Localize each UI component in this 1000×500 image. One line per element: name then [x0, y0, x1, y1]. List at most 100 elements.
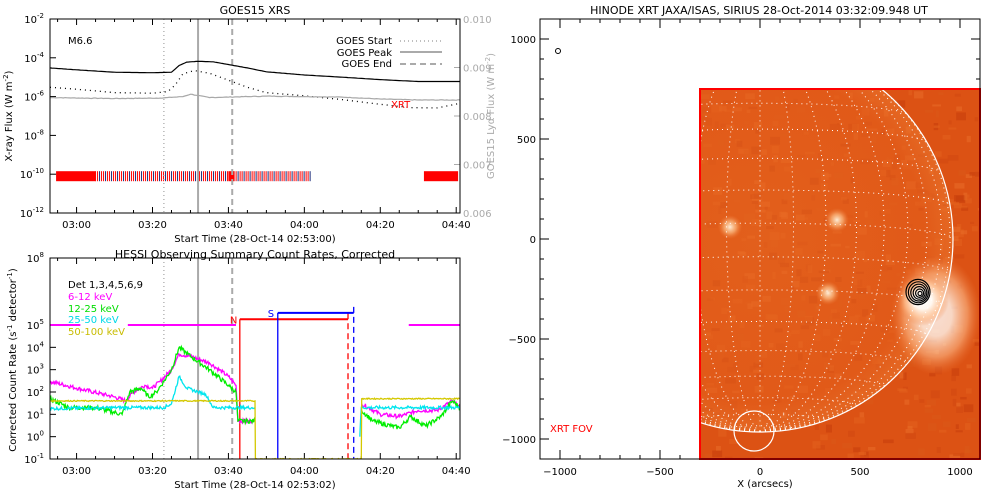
goes-plot: 10-2 10-4 10-6 10-8 10-10 10-12 0.010 0.009 0.00…: [20, 12, 492, 231]
legend-goes-end: GOES End: [342, 59, 392, 70]
xrt-image-pixel: [883, 439, 894, 444]
solar-limb: [700, 89, 954, 433]
hessi-x-tick-label: 03:00: [62, 466, 91, 477]
xrt-image-pixel: [963, 404, 974, 413]
xrt-image-pixel: [924, 109, 934, 113]
xrt-image-pixel: [848, 430, 855, 437]
goes-right-y-tick-label: 0.006: [463, 209, 492, 220]
goes-x-tick-label: 03:40: [214, 220, 243, 231]
xrt-image-pixel: [820, 434, 828, 441]
xrt-observation-bar: [423, 171, 459, 182]
goes-x-tick-label: 04:20: [366, 220, 395, 231]
xrt-image-pixel: [924, 404, 931, 408]
xrt-image-pixel: [954, 238, 963, 247]
xrt-image-pixel: [907, 421, 918, 428]
bright-region: [816, 281, 840, 305]
xrt-image-pixel: [831, 438, 836, 445]
goes-y-tick-label: 10-6: [24, 90, 44, 104]
xrt-fov-label: XRT FOV: [550, 424, 593, 435]
xrt-observation-bar: [228, 171, 235, 182]
goes-y-tick-label: 10-2: [24, 12, 44, 26]
hessi-data: [50, 258, 460, 459]
xrt-image-pixel: [951, 226, 961, 232]
xrt-image-pixel: [960, 396, 967, 400]
xrt-image-pixel: [974, 117, 979, 122]
hessi-y-tick-label: 104: [27, 340, 45, 354]
xrt-image-pixel: [927, 423, 937, 431]
hessi-y-tick-label: 108: [27, 251, 44, 265]
xrt-image-pixel: [913, 394, 919, 401]
xrt-image-pixel: [712, 450, 723, 458]
longitude-grid-line: [759, 89, 885, 432]
latitude-grid-line: [665, 65, 855, 72]
xrt-image-pixel: [955, 229, 964, 238]
hessi-legend: Det 1,3,4,5,6,9 6-12 keV 12-25 keV 25-50…: [68, 280, 143, 338]
xrt-y-tick-label: −500: [509, 335, 536, 346]
xrt-image-pixel: [899, 372, 905, 379]
hessi-x-tick-label: 03:20: [138, 466, 167, 477]
xrt-image-pixel: [951, 368, 960, 376]
hessi-contour: [914, 288, 925, 298]
xrt-image-pixel: [919, 399, 925, 403]
xrt-image-pixel: [908, 90, 913, 96]
xrt-image-pixel: [954, 93, 961, 97]
xrt-image-pixel: [938, 92, 944, 96]
position-marker: [555, 48, 561, 54]
latitude-grid-line: [730, 47, 789, 49]
hessi-plot: 108 105 104 103 102 101 100 10-1 03:00 03:20 03:40…: [24, 251, 470, 477]
xrt-x-tick-label: −1000: [543, 467, 577, 478]
bright-region: [718, 215, 742, 239]
xrt-image-pixel: [858, 451, 867, 456]
goes-y-tick-label: 10-8: [24, 128, 44, 142]
goes-legend: GOES Start GOES Peak GOES End: [336, 36, 442, 70]
xrt-image-pixel: [718, 428, 727, 437]
hessi-x-tick-label: 04:20: [366, 466, 395, 477]
xrt-image-pixel: [907, 426, 913, 430]
xrt-image-pixel: [958, 170, 966, 176]
xrt-image-pixel: [930, 390, 940, 399]
latitude-grid-line: [696, 53, 824, 57]
xrt-image-pixel: [965, 423, 971, 430]
goes-series-goes-1-8-a: [50, 60, 460, 83]
hessi-y-tick-label: 105: [27, 318, 44, 332]
xrt-image-pixel: [950, 202, 960, 205]
xrt-image-pixel: [918, 448, 925, 456]
xrt-image-pixel: [960, 452, 965, 458]
xrt-image-pixel: [897, 388, 907, 391]
goes-series-goes-0-5-4-a: [50, 69, 460, 109]
xrt-image-pixel: [926, 399, 937, 406]
xrt-series-label: XRT: [391, 100, 411, 111]
legend-50-100kev: 50-100 keV: [68, 327, 125, 338]
goes-x-tick-label: 03:00: [62, 220, 91, 231]
xrt-image-pixel: [952, 398, 957, 407]
xrt-image-data: [665, 47, 980, 459]
hessi-contour: [912, 286, 926, 300]
xrt-image-pixel: [853, 417, 865, 424]
xrt-image-pixel: [860, 454, 870, 459]
xrt-image-pixel: [914, 91, 924, 99]
xrt-image-pixel: [931, 414, 941, 420]
xrt-image-pixel: [903, 372, 907, 380]
hessi-xlabel: Start Time (28-Oct-14 02:53:02): [174, 480, 335, 491]
hessi-y-tick-label: 103: [27, 363, 44, 377]
xrt-image-pixel: [965, 198, 972, 204]
goes-right-y-tick-label: 0.010: [463, 15, 492, 26]
goes-x-tick-label: 04:00: [290, 220, 319, 231]
goes-ylabel: X-ray Flux (W m-2): [2, 70, 15, 161]
xrt-image-pixel: [951, 388, 957, 396]
bright-region: [825, 208, 849, 232]
xrt-image-pixel: [716, 445, 721, 452]
xrt-image-pixel: [965, 194, 970, 198]
legend-goes-start: GOES Start: [336, 36, 392, 47]
saa-s-label: S: [268, 309, 274, 320]
goes-right-y-tick-label: 0.008: [463, 112, 492, 123]
saa-n-label: N: [230, 315, 237, 326]
xrt-image-pixel: [868, 446, 876, 451]
hessi-contour: [905, 278, 931, 306]
xrt-image-pixel: [933, 125, 940, 128]
xrt-image-pixel: [965, 174, 973, 179]
xrt-image-pixel: [954, 195, 965, 202]
xrt-image-pixel: [934, 151, 942, 157]
xrt-plot-frame: [539, 18, 981, 460]
